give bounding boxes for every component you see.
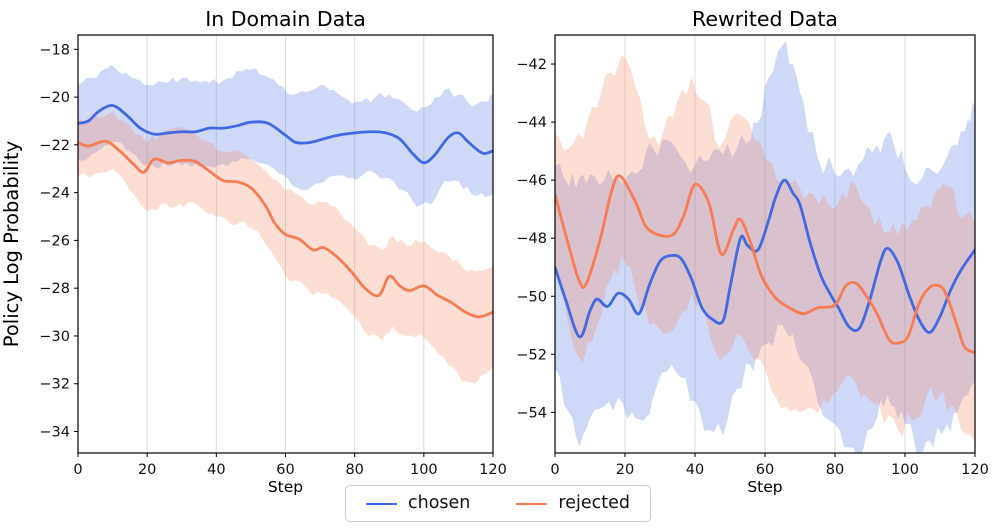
y-axis-label: Policy Log Probability — [0, 141, 23, 347]
svg-text:20: 20 — [138, 462, 156, 478]
rejected-line-icon — [516, 502, 548, 505]
svg-text:60: 60 — [276, 462, 294, 478]
tick-labels: 0 20 40 60 80 100 120 −18 −20 −22 −24 −26 −28 −30 −32 −… — [39, 42, 506, 478]
svg-text:−32: −32 — [39, 377, 70, 393]
panel-title: In Domain Data — [205, 7, 366, 31]
svg-text:0: 0 — [73, 462, 82, 478]
svg-text:−24: −24 — [39, 186, 70, 202]
band-rejected — [78, 111, 493, 384]
svg-text:−26: −26 — [39, 233, 70, 249]
svg-text:40: 40 — [207, 462, 225, 478]
x-axis-label: Step — [268, 478, 303, 496]
line-chosen — [78, 104, 493, 165]
chosen-line-icon — [366, 502, 398, 505]
legend-box: chosen rejected — [345, 485, 651, 522]
legend-label-rejected: rejected — [558, 493, 630, 513]
svg-text:−20: −20 — [39, 90, 70, 106]
line-rejected — [78, 139, 493, 319]
legend-item-rejected: rejected — [516, 492, 630, 515]
svg-text:−22: −22 — [39, 138, 70, 154]
svg-text:120: 120 — [479, 462, 507, 478]
legend-label-chosen: chosen — [408, 493, 471, 513]
svg-text:−30: −30 — [39, 329, 70, 345]
svg-text:−34: −34 — [39, 425, 70, 441]
legend-item-chosen: chosen — [366, 492, 470, 515]
svg-text:−18: −18 — [39, 42, 70, 58]
svg-text:100: 100 — [410, 462, 438, 478]
gridlines — [146, 35, 425, 453]
svg-text:80: 80 — [345, 462, 363, 478]
svg-text:−28: −28 — [39, 281, 70, 297]
